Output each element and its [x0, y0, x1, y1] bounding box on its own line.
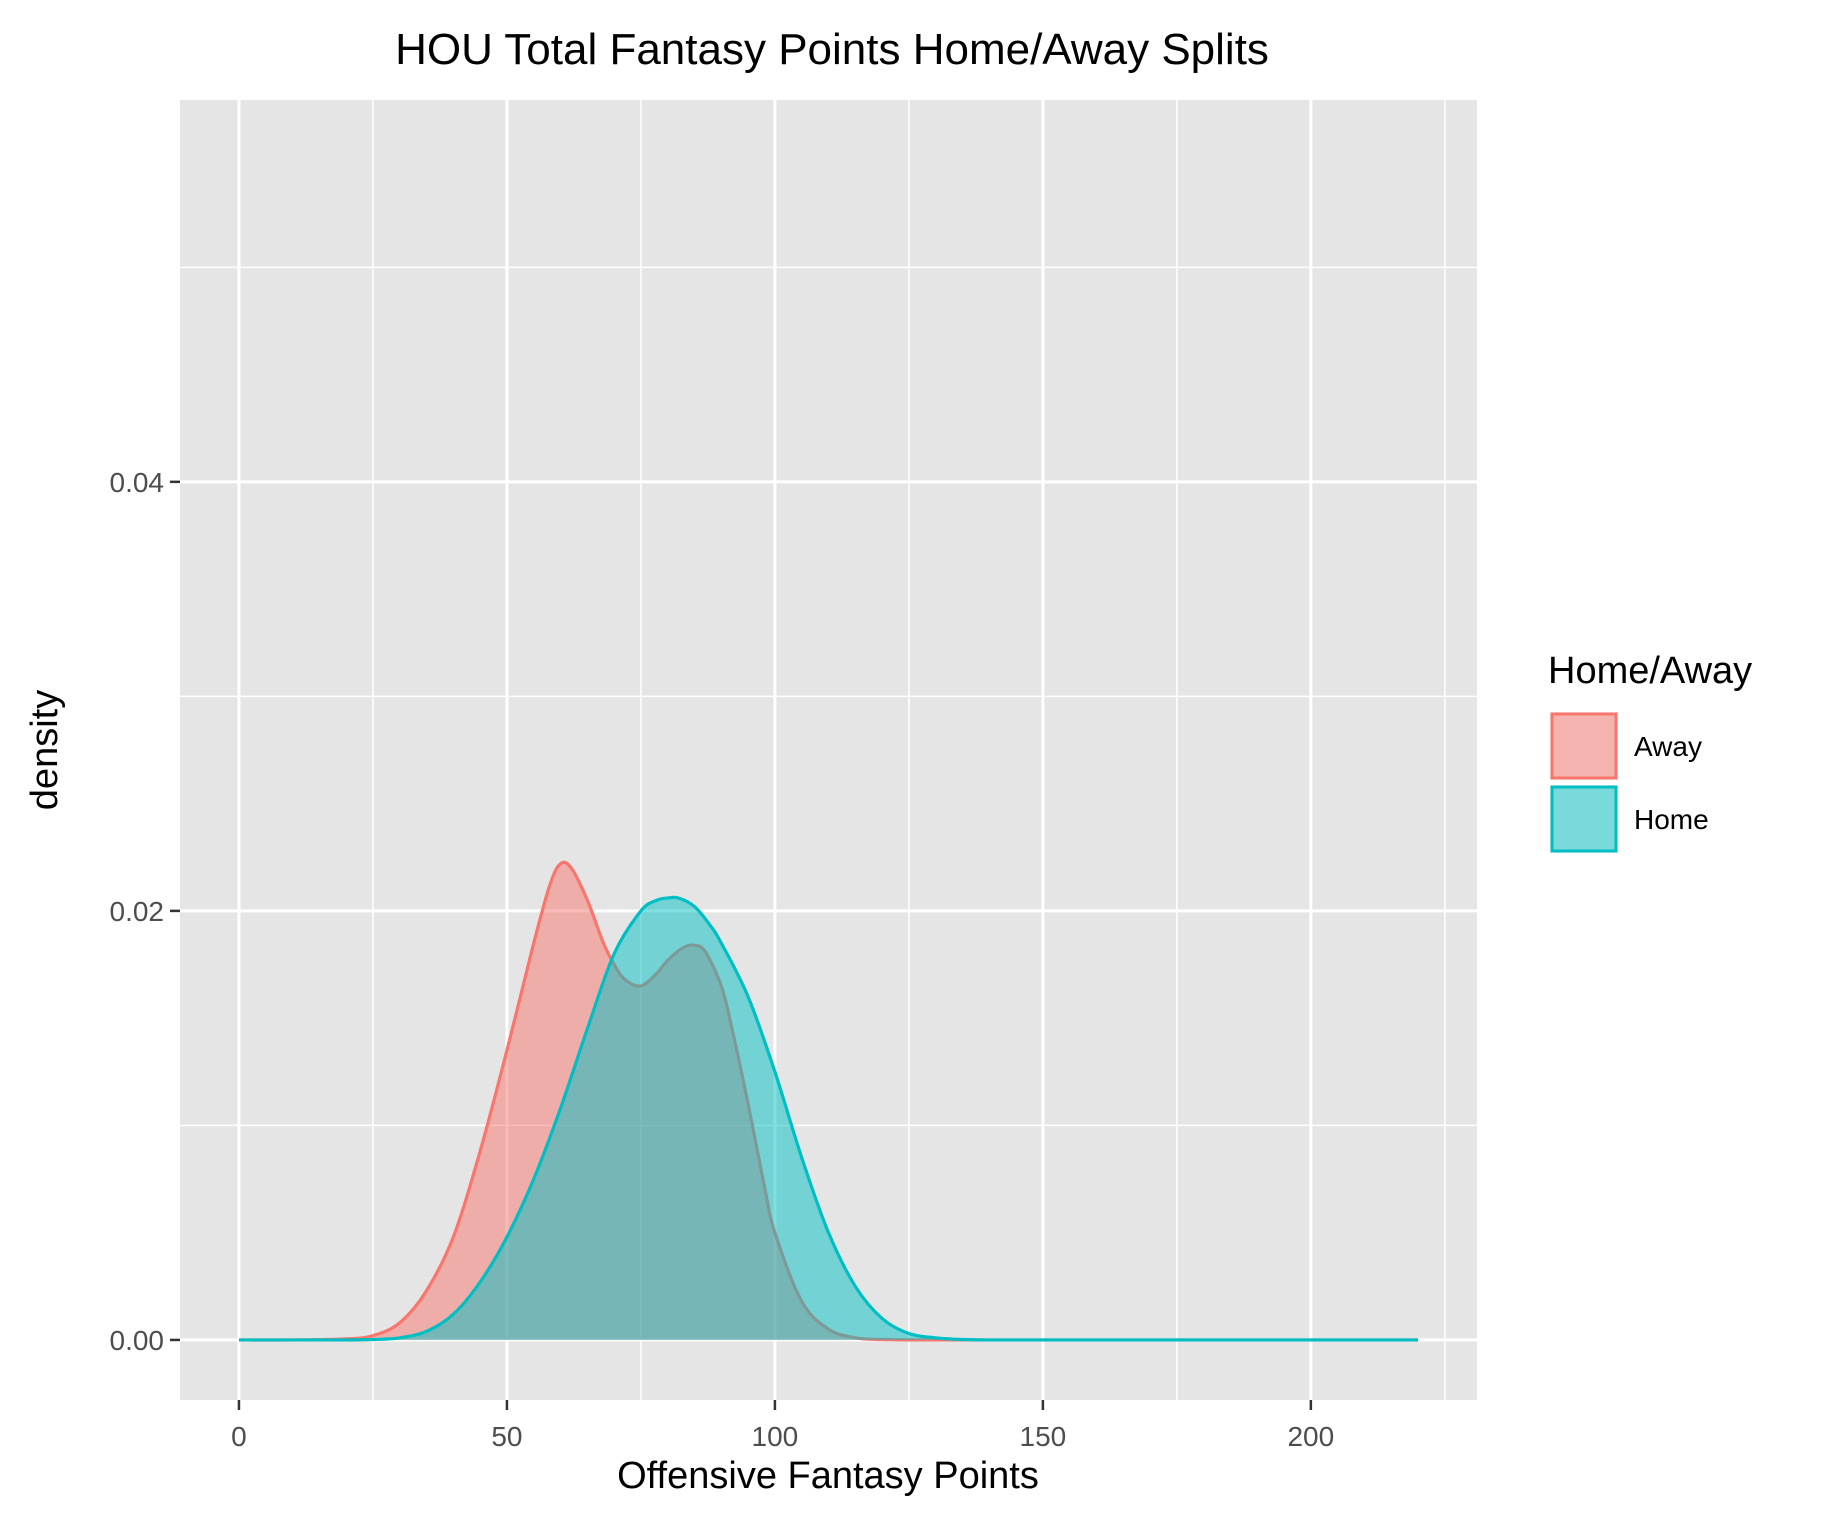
x-tick-label: 150 — [1020, 1421, 1067, 1452]
minor-gridlines — [180, 100, 1477, 1400]
y-tick-label: 0.04 — [110, 467, 165, 498]
x-tick-label: 100 — [752, 1421, 799, 1452]
legend: Home/Away Away Home — [1548, 650, 1752, 853]
legend-swatch-away — [1550, 712, 1618, 780]
density-line-home — [238, 895, 1419, 1342]
y-tick-label: 0.02 — [110, 896, 165, 927]
legend-label-home: Home — [1634, 804, 1709, 835]
chart-title: HOU Total Fantasy Points Home/Away Split… — [395, 25, 1269, 74]
x-tick-label: 0 — [231, 1421, 247, 1452]
x-axis-title: Offensive Fantasy Points — [617, 1455, 1039, 1497]
legend-title: Home/Away — [1548, 650, 1752, 692]
density-series — [238, 860, 1419, 1342]
x-tick-label: 200 — [1287, 1421, 1334, 1452]
plot-panel — [180, 100, 1477, 1400]
y-axis: 0.00 0.02 0.04 — [110, 467, 180, 1356]
density-area-home — [238, 897, 1419, 1340]
y-tick-label: 0.00 — [110, 1325, 165, 1356]
legend-label-away: Away — [1634, 731, 1702, 762]
legend-swatch-home — [1550, 785, 1618, 853]
y-axis-title: density — [24, 690, 66, 810]
x-axis: 0 50 100 150 200 — [231, 1400, 1334, 1452]
x-tick-label: 50 — [491, 1421, 522, 1452]
